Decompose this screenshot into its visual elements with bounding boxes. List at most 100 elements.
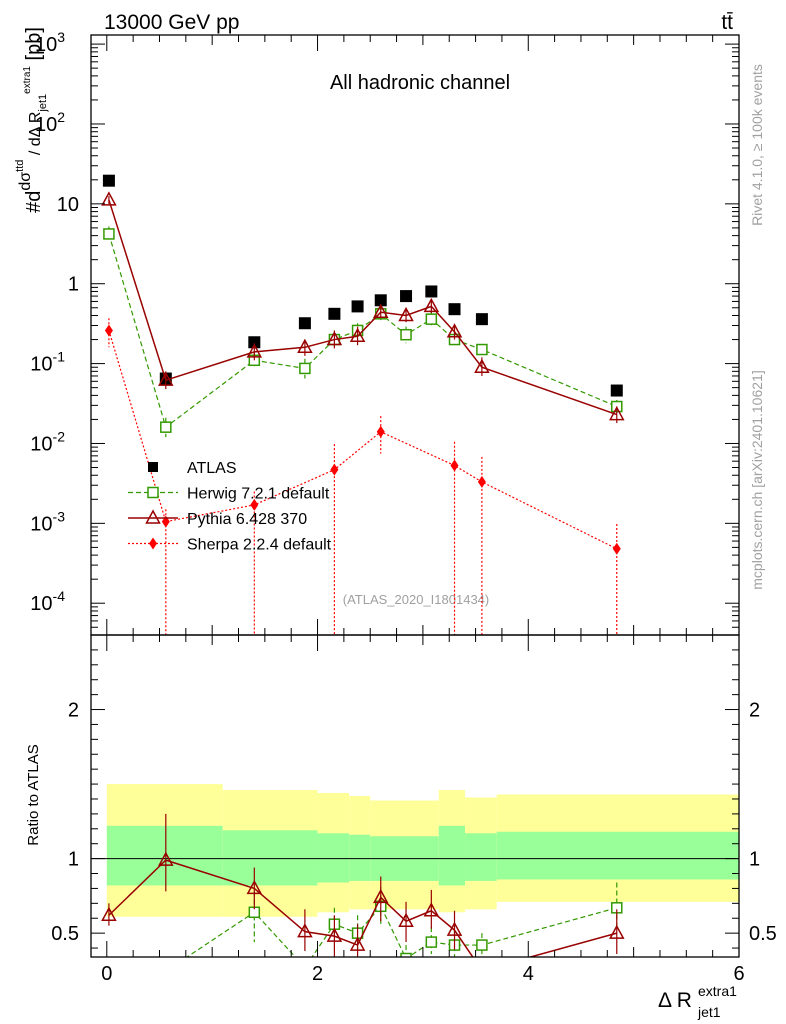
series-pythia [101,191,625,424]
data-point [612,542,621,555]
data-point [476,343,488,356]
data-point [372,303,389,318]
data-point [425,313,438,325]
data-point [474,358,490,373]
data-point [446,921,463,936]
data-point [398,306,414,322]
y-tick-label: 102 [35,109,65,136]
channel-label: All hadronic channel [330,72,510,94]
uncertainty-band-inner [496,831,739,880]
data-point [148,462,158,472]
data-point [298,317,311,330]
uncertainty-band-inner [438,825,466,886]
ratio-y-tick-label: 0.5 [51,923,79,945]
uncertainty-band-inner [465,833,497,881]
data-point [161,966,171,976]
data-point [423,297,440,313]
data-point [330,463,339,476]
data-point [297,338,313,354]
legend: ATLAS Herwig 7.2.1 default Pythia 6.428 37… [128,460,332,554]
data-point [400,328,412,341]
uncertainty-band-inner [317,833,350,883]
data-point [450,459,459,472]
data-point [326,330,343,346]
data-point [372,888,389,904]
data-point [328,307,341,320]
data-point [246,343,263,358]
ratio-line [108,859,617,957]
ratio-series-pythia [101,813,625,957]
energy-label: 13000 GeV pp [104,11,239,34]
y-title-prefix: #d [23,191,45,213]
x-tick-label: 6 [733,963,744,985]
data-point [400,952,412,957]
y-tick-label: 10-4 [30,588,65,615]
data-point [475,313,488,326]
data-point [349,936,366,951]
ratio-y-tick-label-right: 1 [749,849,760,871]
svg-text:extra1: extra1 [698,983,737,999]
svg-text:#ddσttd / dΔ Rjet1extra1 [pb]: #ddσttd / dΔ Rjet1extra1 [pb] [14,27,49,213]
data-point [158,371,174,386]
x-tick-label: 4 [523,963,534,985]
data-point [476,939,488,951]
ratio-panel: 0 2 4 60.5 0.51 12 2 [51,634,777,985]
data-point [299,362,311,375]
data-point [477,475,486,488]
upper-panel: 10-4 10-3 10-2 10-1 1 10 102 103 [30,29,740,636]
data-point [101,191,117,206]
data-point [160,421,172,433]
data-point [104,324,113,337]
legend-entry: ATLAS [148,460,237,477]
data-point [610,384,623,397]
data-point [297,923,313,938]
svg-text:Δ R: Δ R [658,989,692,1012]
upper-series-group [101,174,625,635]
data-point [351,300,364,313]
data-point [374,294,387,307]
data-point [400,290,413,303]
y-tick-label: 10-1 [30,349,65,376]
data-point [376,425,385,438]
data-point [609,924,625,939]
series-sherpa [104,318,621,635]
data-point [145,509,161,524]
uncertainty-band-inner [349,834,371,881]
series-line [108,330,618,550]
legend-label: ATLAS [187,460,237,477]
process-label: tt̄ [721,11,733,34]
upper-y-axis-title: #ddσttd / dΔ Rjet1extra1 [pb] [14,27,49,213]
y-tick-label: 10 [57,194,79,216]
rivet-label: Rivet 4.1.0, ≥ 100k events [749,64,765,226]
legend-label: Sherpa 2.2.4 default [187,537,332,554]
legend-label: Pythia 6.428 370 [187,511,307,528]
ratio-series-group [101,813,625,976]
data-point [446,323,463,338]
data-point [326,927,343,942]
data-point [158,851,174,866]
data-point [349,327,366,342]
x-tick-label: 0 [101,963,112,985]
data-point [425,285,438,298]
svg-text:jet1: jet1 [697,1004,721,1020]
uncertainty-band-inner [222,830,318,886]
source-label: mcplots.cern.ch [arXiv:2401.10621] [749,370,765,589]
y-tick-label: 103 [35,29,65,56]
legend-entry: Herwig 7.2.1 default [128,486,330,503]
ratio-frame [90,634,740,958]
analysis-label: (ATLAS_2020_I1801434) [343,592,489,607]
ratio-y-tick-label: 1 [68,849,79,871]
ratio-y-tick-label: 2 [68,700,79,722]
legend-entry: Sherpa 2.2.4 default [128,537,332,554]
legend-entry: Pythia 6.428 370 [128,509,307,528]
y-tick-label: 10-2 [30,428,65,455]
data-point [102,174,115,187]
data-point [103,228,115,240]
data-point [300,962,310,972]
y-tick-label: 10-3 [30,508,65,535]
ratio-bands [106,784,739,917]
data-point [248,336,261,349]
data-point [101,906,117,922]
legend-label: Herwig 7.2.1 default [187,486,330,503]
